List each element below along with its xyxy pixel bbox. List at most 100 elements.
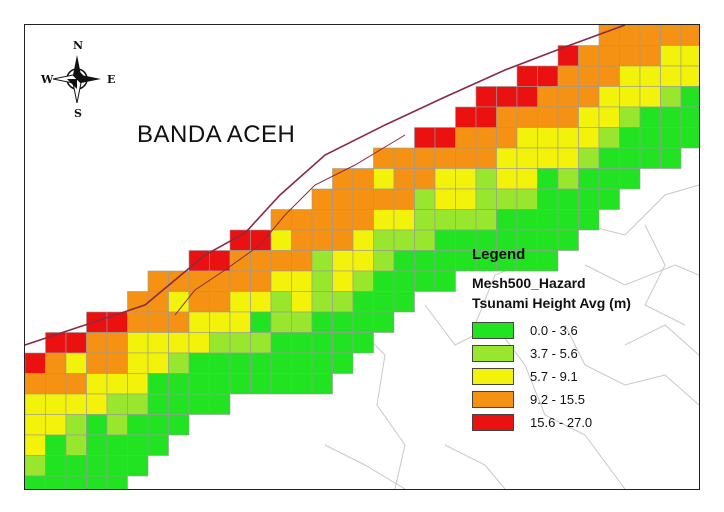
hazard-cell: [168, 332, 190, 354]
district-boundaries: [324, 134, 699, 489]
hazard-cell: [598, 65, 620, 87]
hazard-cell: [147, 332, 169, 354]
hazard-cell: [311, 373, 333, 395]
hazard-cell: [168, 270, 190, 292]
legend-item: 9.2 - 15.5: [472, 388, 662, 411]
hazard-cell: [65, 475, 87, 489]
hazard-cell: [598, 188, 620, 210]
hazard-cell: [393, 250, 415, 272]
hazard-cell: [86, 311, 108, 333]
hazard-cell: [393, 209, 415, 231]
hazard-cell: [229, 270, 251, 292]
hazard-cell: [311, 352, 333, 374]
legend-label: 15.6 - 27.0: [530, 415, 593, 430]
legend-swatch: [472, 368, 514, 385]
hazard-cell: [557, 147, 579, 169]
hazard-cell: [352, 311, 374, 333]
hazard-cell: [434, 270, 456, 292]
hazard-cell: [516, 106, 538, 128]
north-arrow: N S W E: [37, 39, 117, 120]
hazard-cell: [496, 106, 518, 128]
hazard-cell: [557, 188, 579, 210]
place-label: BANDA ACEH: [137, 121, 296, 148]
hazard-cell: [332, 332, 354, 354]
hazard-cell: [127, 455, 149, 477]
hazard-cell: [352, 209, 374, 231]
hazard-cell: [209, 291, 231, 313]
hazard-cell: [147, 311, 169, 333]
hazard-cell: [291, 209, 313, 231]
hazard-cell: [25, 393, 46, 415]
hazard-cell: [188, 311, 210, 333]
hazard-cell: [229, 311, 251, 333]
compass-east-label: E: [107, 73, 116, 86]
hazard-cell: [65, 332, 87, 354]
legend-item: 0.0 - 3.6: [472, 319, 662, 342]
hazard-cell: [680, 45, 699, 67]
hazard-cell: [373, 147, 395, 169]
hazard-cell: [475, 209, 497, 231]
hazard-cell: [86, 352, 108, 374]
hazard-cell: [680, 86, 699, 108]
hazard-cell: [168, 352, 190, 374]
hazard-cell: [147, 373, 169, 395]
hazard-cell: [127, 311, 149, 333]
hazard-cell: [45, 455, 67, 477]
hazard-cell: [660, 25, 682, 46]
hazard-cell: [25, 414, 46, 436]
hazard-cell: [332, 270, 354, 292]
hazard-cell: [291, 332, 313, 354]
hazard-cell: [229, 291, 251, 313]
hazard-cell: [537, 168, 559, 190]
hazard-cell: [127, 291, 149, 313]
district-boundary: [424, 304, 626, 489]
hazard-cell: [619, 25, 641, 46]
hazard-cell: [639, 106, 661, 128]
district-boundary: [564, 324, 699, 406]
legend-title: Legend: [472, 246, 526, 263]
hazard-cell: [680, 106, 699, 128]
hazard-cell: [25, 475, 46, 489]
hazard-cell: [147, 434, 169, 456]
compass-west-label: W: [41, 73, 54, 86]
legend-label: 3.7 - 5.6: [530, 346, 578, 361]
hazard-cell: [352, 291, 374, 313]
hazard-cell: [65, 414, 87, 436]
hazard-cell: [680, 65, 699, 87]
hazard-cell: [578, 86, 600, 108]
hazard-cell: [106, 393, 128, 415]
hazard-cell: [434, 188, 456, 210]
hazard-cell: [86, 414, 108, 436]
hazard-cell: [434, 147, 456, 169]
hazard-cell: [209, 393, 231, 415]
inland-road: [174, 134, 406, 316]
hazard-cell: [660, 65, 682, 87]
hazard-cell: [639, 86, 661, 108]
hazard-cell: [250, 250, 272, 272]
hazard-cell: [496, 127, 518, 149]
hazard-cell: [660, 45, 682, 67]
hazard-cell: [414, 229, 436, 251]
hazard-cell: [373, 188, 395, 210]
hazard-cell: [106, 434, 128, 456]
hazard-cell: [639, 65, 661, 87]
hazard-cell: [209, 352, 231, 374]
hazard-cell: [25, 373, 46, 395]
hazard-cell: [516, 65, 538, 87]
hazard-cell: [578, 45, 600, 67]
district-boundary: [354, 324, 406, 489]
hazard-cell: [270, 250, 292, 272]
legend-layer-name: Mesh500_Hazard: [472, 275, 586, 291]
hazard-cell: [25, 352, 46, 374]
hazard-cell: [45, 352, 67, 374]
hazard-cell: [578, 168, 600, 190]
hazard-cell: [598, 168, 620, 190]
map-frame: N S W E BANDA ACEH: [24, 24, 700, 490]
hazard-cell: [311, 291, 333, 313]
legend-label: 9.2 - 15.5: [530, 392, 585, 407]
hazard-cell: [373, 229, 395, 251]
hazard-cell: [250, 311, 272, 333]
hazard-cell: [496, 86, 518, 108]
hazard-cell: [455, 188, 477, 210]
hazard-cell: [537, 209, 559, 231]
